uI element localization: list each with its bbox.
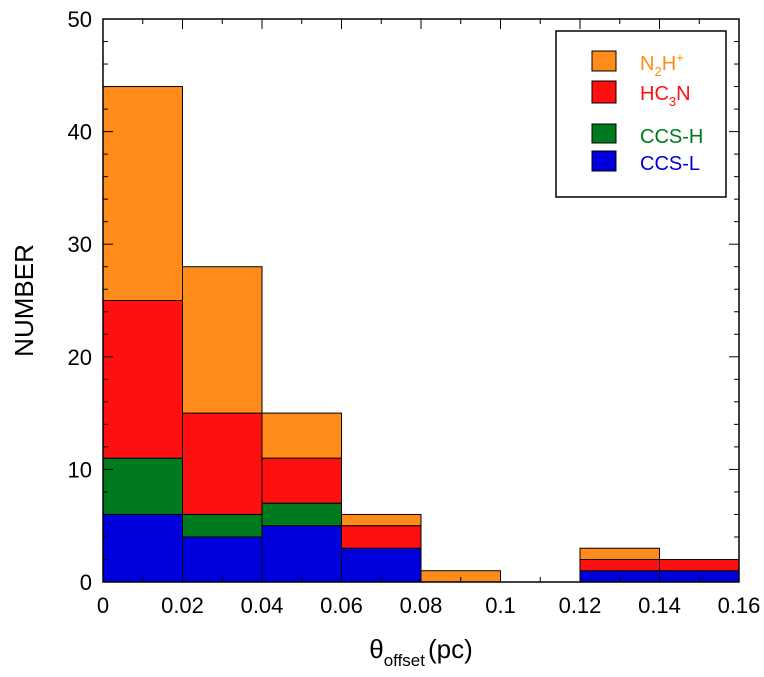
bar-ccs-h-bin-1: [183, 514, 263, 537]
bar-hc3n-bin-6: [580, 559, 660, 570]
legend-swatch-2: [592, 124, 616, 143]
bar-ccs-l-bin-3: [342, 548, 422, 582]
legend-swatch-3: [592, 151, 616, 171]
bar-n2h--bin-1: [183, 267, 263, 413]
x-tick-label-4: 0.08: [400, 593, 443, 618]
bar-ccs-h-bin-0: [103, 458, 183, 514]
bar-hc3n-bin-1: [183, 413, 263, 514]
x-tick-label-0: 0: [97, 593, 109, 618]
legend-swatch-0: [592, 51, 616, 71]
legend-label-2: CCS-H: [640, 126, 703, 148]
y-tick-label-1: 10: [68, 457, 92, 482]
x-axis-label: θoffset (pc): [369, 634, 473, 670]
bar-hc3n-bin-2: [262, 458, 342, 503]
x-tick-label-5: 0.1: [485, 593, 516, 618]
legend-label-3: CCS-L: [640, 153, 700, 175]
legend-label-1-part-0: HC: [640, 83, 669, 105]
y-tick-label-5: 50: [68, 7, 92, 32]
y-axis-label: NUMBER: [9, 244, 39, 357]
x-tick-label-6: 0.12: [559, 593, 602, 618]
bar-ccs-l-bin-1: [183, 537, 263, 582]
y-tick-label-3: 30: [68, 232, 92, 257]
x-tick-label-8: 0.16: [718, 593, 761, 618]
legend-label-0-part-0: N: [640, 53, 654, 75]
bar-hc3n-bin-3: [342, 526, 422, 549]
legend-label-0-part-2: H: [662, 53, 676, 75]
legend-label-1-part-1: 3: [669, 94, 676, 109]
x-axis-label-subscript: offset: [384, 651, 426, 670]
y-tick-label-4: 40: [68, 120, 92, 145]
legend-label-1-part-2: N: [676, 83, 690, 105]
bar-ccs-l-bin-2: [262, 526, 342, 582]
bar-n2h--bin-6: [580, 548, 660, 559]
legend-swatch-1: [592, 81, 616, 103]
bar-n2h--bin-3: [342, 514, 422, 525]
bar-hc3n-bin-0: [103, 301, 183, 459]
bar-n2h--bin-2: [262, 413, 342, 458]
x-tick-label-1: 0.02: [161, 593, 204, 618]
y-tick-label-2: 20: [68, 345, 92, 370]
bar-ccs-h-bin-2: [262, 503, 342, 526]
y-tick-label-0: 0: [80, 570, 92, 595]
bar-ccs-l-bin-0: [103, 514, 183, 582]
x-tick-label-3: 0.06: [320, 593, 363, 618]
x-axis-label-unit: (pc): [428, 634, 473, 664]
x-tick-label-2: 0.04: [241, 593, 284, 618]
x-tick-label-7: 0.14: [638, 593, 681, 618]
legend-label-3-part-0: CCS-L: [640, 153, 700, 175]
bar-n2h--bin-0: [103, 87, 183, 301]
bar-hc3n-bin-7: [660, 559, 740, 570]
legend-label-2-part-0: CCS-H: [640, 126, 703, 148]
x-axis-label-symbol: θ: [369, 634, 383, 664]
legend-label-0-part-1: 2: [654, 64, 661, 79]
legend-label-0-part-3: +: [676, 50, 684, 65]
